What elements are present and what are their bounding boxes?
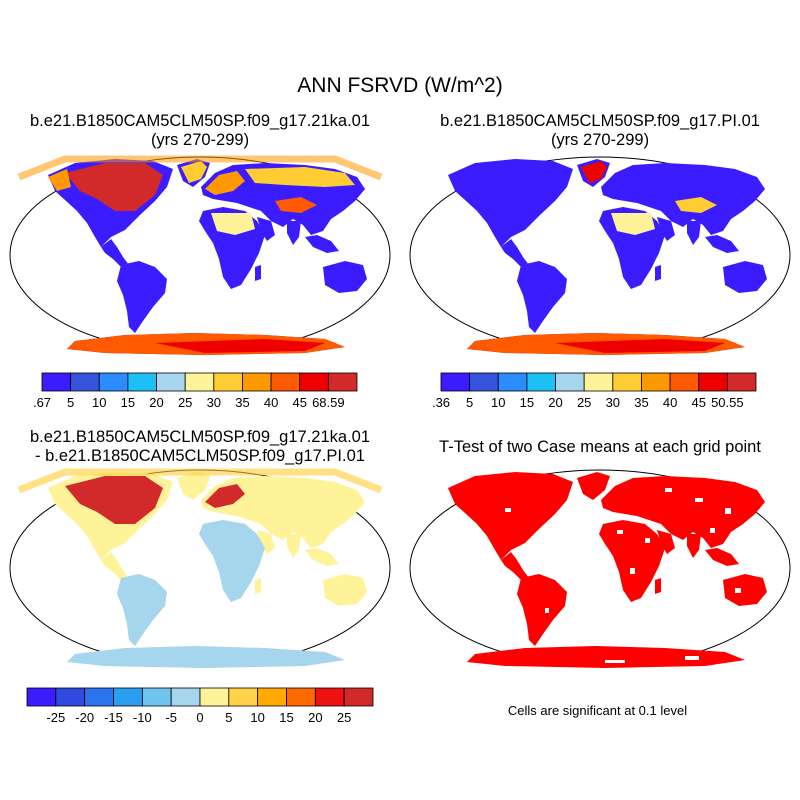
case1-colorbar-label-9: 45 [292,395,306,410]
diff-colorbar-box-3 [113,687,143,707]
diff-colorbar-box-10 [314,687,345,707]
colorbar-case1: .67 5 10 15 20 25 30 35 40 45 68.59 [33,372,358,410]
panel-title-case1: b.e21.B1850CAM5CLM50SP.f09_g17.21ka.01 (… [0,112,400,150]
diff-colorbar-label-10: 25 [337,710,351,725]
panel-title-diff: b.e21.B1850CAM5CLM50SP.f09_g17.21ka.01 -… [0,428,400,466]
diff-colorbar-label-3: -10 [133,710,152,725]
colorbar-diff: -25 -20 -15 -10 -5 0 5 10 15 20 25 [26,687,374,725]
case2-colorbar-box-5 [583,372,614,392]
diff-colorbar-box-9 [286,687,316,707]
case1-colorbar-box-0 [41,372,72,392]
panel-title-diff-line1: b.e21.B1850CAM5CLM50SP.f09_g17.21ka.01 [29,428,371,446]
panel-title-ttest-line1: T-Test of two Case means at each grid po… [439,438,761,456]
colorbar-case2: .36 5 10 15 20 25 30 35 40 45 50.55 [432,372,757,410]
ttest-note: Cells are significant at 0.1 level [507,703,688,718]
main-title: ANN FSRVD (W/m^2) [297,74,503,97]
diff-colorbar-label-6: 5 [225,710,232,725]
panel-title-case1-line2: (yrs 270-299) [150,131,250,149]
diff-colorbar-box-7 [228,687,259,707]
case2-colorbar-box-0 [440,372,471,392]
case2-colorbar-label-2: 10 [491,395,505,410]
map-diff-antarctica [67,646,345,668]
map-ttest [409,469,791,668]
map-case1 [9,155,391,355]
case2-colorbar-box-4 [555,372,585,392]
diff-colorbar-label-9: 20 [308,710,322,725]
diff-colorbar-box-11 [343,687,374,707]
case1-colorbar-box-7 [242,372,272,392]
case1-colorbar-label-0: .67 [33,395,51,410]
diff-colorbar-label-1: -20 [75,710,94,725]
panel-title-case1-line1: b.e21.B1850CAM5CLM50SP.f09_g17.21ka.01 [29,112,371,130]
case2-colorbar-label-8: 40 [663,395,677,410]
case1-colorbar-box-9 [299,372,329,392]
diff-colorbar-box-8 [257,687,287,707]
case1-colorbar-label-6: 30 [207,395,221,410]
case2-colorbar-box-8 [669,372,700,392]
case1-colorbar-box-3 [127,372,157,392]
panel-title-ttest: T-Test of two Case means at each grid po… [400,438,800,457]
diff-colorbar-label-7: 10 [250,710,264,725]
diff-colorbar-label-5: 0 [196,710,203,725]
panel-title-diff-line2: - b.e21.B1850CAM5CLM50SP.f09_g17.PI.01 [35,447,365,465]
case1-colorbar-box-10 [327,372,358,392]
case2-colorbar-label-1: 5 [466,395,473,410]
diff-colorbar-box-1 [55,687,86,707]
diff-colorbar-box-6 [199,687,230,707]
diff-colorbar-label-4: -5 [165,710,177,725]
case1-colorbar-label-1: 5 [67,395,74,410]
case1-colorbar-box-4 [156,372,186,392]
case1-colorbar-box-5 [184,372,215,392]
case2-colorbar-label-7: 35 [634,395,648,410]
case1-colorbar-label-5: 25 [178,395,192,410]
panel-title-case2-line2: (yrs 270-299) [550,131,650,149]
case2-colorbar-box-2 [497,372,528,392]
case2-colorbar-label-10: 50.55 [711,395,744,410]
case1-colorbar-label-2: 10 [92,395,106,410]
case1-colorbar-label-8: 40 [264,395,278,410]
diff-colorbar-box-4 [141,687,172,707]
case1-colorbar-label-4: 20 [149,395,163,410]
map-case1-ice-na [65,163,163,211]
case2-colorbar-box-6 [612,372,642,392]
case1-colorbar-label-3: 15 [121,395,135,410]
panel-title-case2: b.e21.B1850CAM5CLM50SP.f09_g17.PI.01 (yr… [400,112,800,150]
diff-colorbar-box-0 [26,687,57,707]
case2-colorbar-box-7 [641,372,671,392]
case2-colorbar-label-4: 20 [548,395,562,410]
map-diff-ice-na [65,476,163,524]
case2-colorbar-label-6: 30 [606,395,620,410]
case1-colorbar-box-1 [70,372,100,392]
diff-colorbar-label-0: -25 [46,710,65,725]
panel-title-case2-line1: b.e21.B1850CAM5CLM50SP.f09_g17.PI.01 [440,112,760,130]
case1-colorbar-label-7: 35 [235,395,249,410]
case2-colorbar-label-5: 25 [577,395,591,410]
case2-colorbar-label-0: .36 [432,395,450,410]
map-ttest-nonsignificant-cells [505,488,741,663]
map-diff [9,468,391,668]
diff-colorbar-box-5 [170,687,201,707]
case2-colorbar-box-10 [726,372,757,392]
case2-colorbar-box-1 [469,372,499,392]
case1-colorbar-label-10: 68.59 [312,395,345,410]
diff-colorbar-label-8: 15 [279,710,293,725]
case2-colorbar-box-3 [526,372,556,392]
diff-colorbar-label-2: -15 [104,710,123,725]
case1-colorbar-box-8 [270,372,301,392]
case1-colorbar-box-6 [213,372,243,392]
case2-colorbar-label-9: 45 [691,395,705,410]
case1-colorbar-box-2 [98,372,129,392]
diff-colorbar-box-2 [84,687,114,707]
case2-colorbar-label-3: 15 [520,395,534,410]
map-case2 [409,156,791,355]
case2-colorbar-box-9 [698,372,728,392]
